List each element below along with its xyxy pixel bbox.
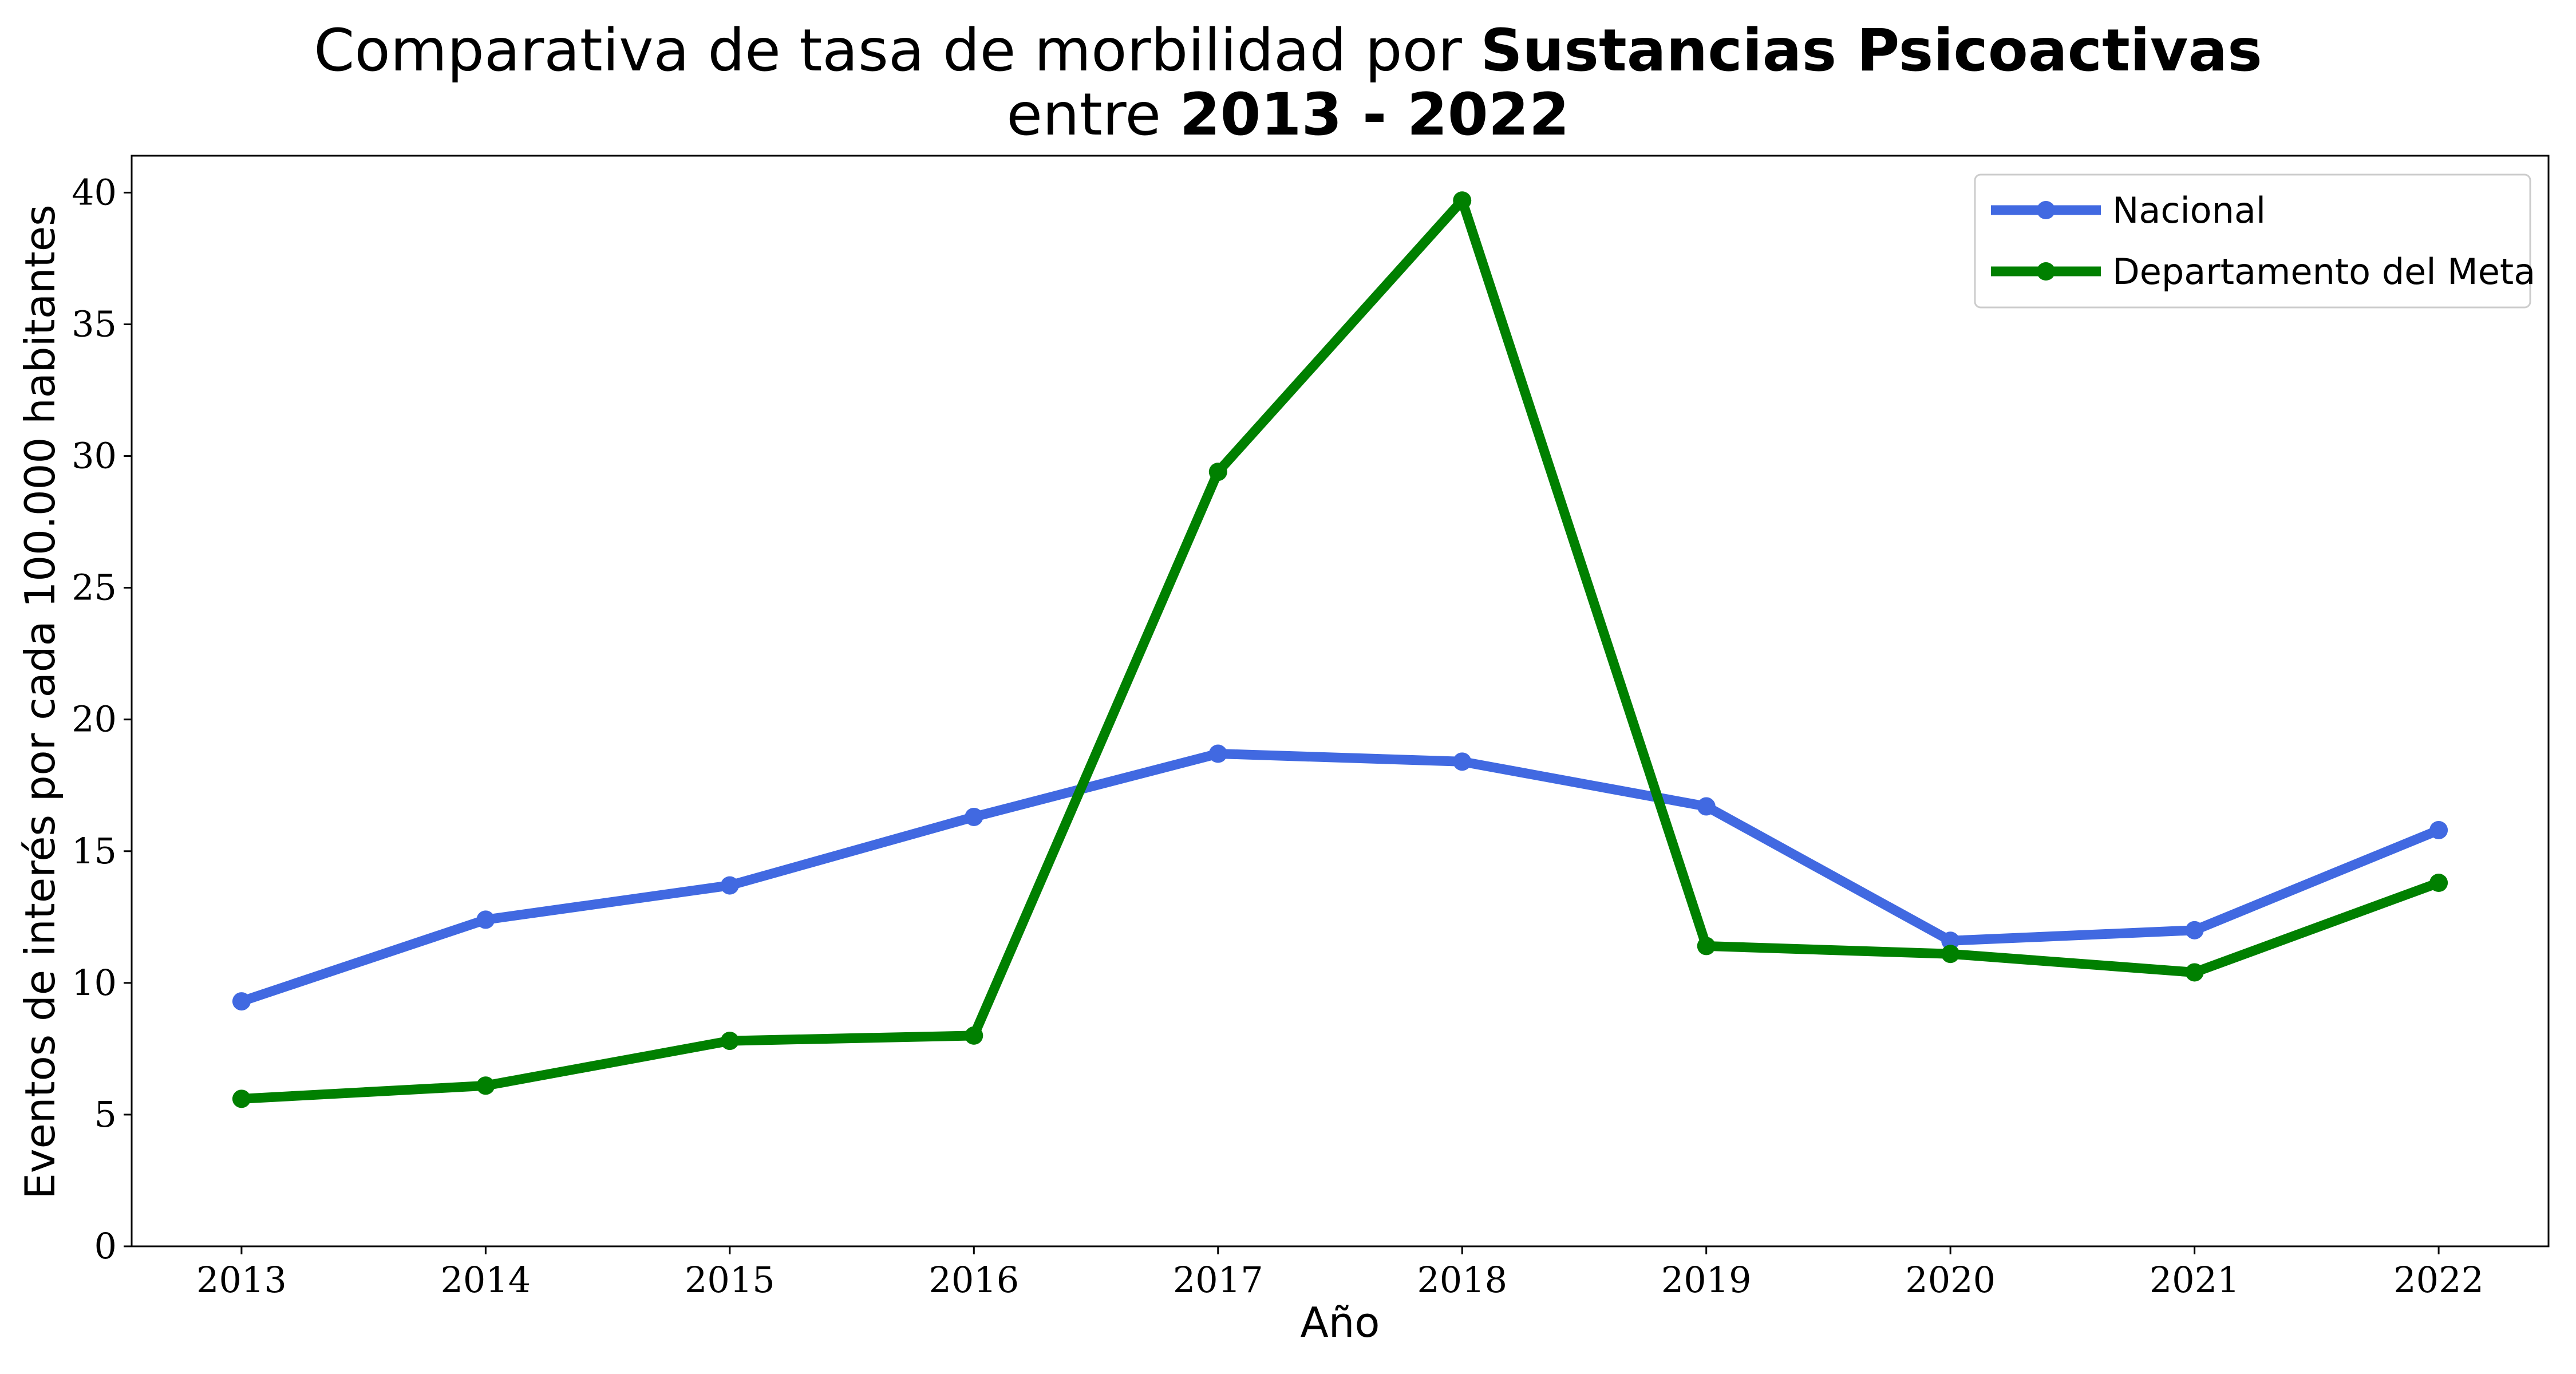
y-tick-label: 35 <box>72 303 117 345</box>
x-tick-label: 2014 <box>440 1259 531 1301</box>
series-line-0 <box>236 749 2444 1006</box>
data-point <box>1941 945 1960 964</box>
y-tick-label: 0 <box>94 1225 117 1267</box>
data-point <box>232 1089 251 1108</box>
data-point <box>1208 744 1227 763</box>
x-tick-label: 2013 <box>196 1259 287 1301</box>
x-axis-label: Año <box>1301 1298 1380 1347</box>
title-bold-text: 2013 - 2022 <box>1179 81 1570 149</box>
legend-label: Departamento del Meta <box>2112 251 2535 293</box>
title-text: Comparativa de tasa de morbilidad por <box>314 17 1481 85</box>
data-point <box>1941 931 1960 950</box>
legend-label: Nacional <box>2112 189 2266 231</box>
x-tick-label: 2017 <box>1173 1259 1263 1301</box>
data-point <box>2429 874 2448 892</box>
data-point <box>1208 463 1227 481</box>
y-axis-label: Eventos de interés por cada 100.000 habi… <box>16 204 64 1199</box>
x-tick-label: 2019 <box>1661 1259 1752 1301</box>
data-point <box>1453 752 1472 771</box>
x-tick-label: 2018 <box>1417 1259 1507 1301</box>
plot-frame <box>131 155 2550 1247</box>
y-tick-label: 25 <box>72 567 117 609</box>
data-point <box>720 876 739 895</box>
y-tick-label: 10 <box>72 962 117 1004</box>
chart-title-line-2: entre 2013 - 2022 <box>0 86 2576 144</box>
title-text: entre <box>1006 81 1180 149</box>
y-tick-label: 20 <box>72 698 117 740</box>
legend-box <box>1974 173 2531 309</box>
data-point <box>965 1026 983 1045</box>
data-point <box>476 1076 495 1095</box>
data-point <box>965 807 983 826</box>
data-point <box>232 992 251 1011</box>
x-tick-label: 2016 <box>929 1259 1019 1301</box>
y-tick-label: 5 <box>94 1093 117 1135</box>
data-point <box>1697 937 1716 956</box>
legend-marker <box>2037 201 2055 219</box>
data-point <box>1697 797 1716 816</box>
title-bold-text: Sustancias Psicoactivas <box>1480 17 2262 85</box>
data-point <box>2185 963 2204 982</box>
data-point <box>2429 820 2448 839</box>
legend-marker <box>2037 262 2055 281</box>
x-tick-label: 2022 <box>2393 1259 2484 1301</box>
y-tick-label: 15 <box>72 830 117 872</box>
data-point <box>2185 921 2204 939</box>
data-point <box>476 910 495 929</box>
x-tick-label: 2015 <box>685 1259 775 1301</box>
x-tick-label: 2021 <box>2150 1259 2240 1301</box>
data-point <box>720 1032 739 1051</box>
data-point <box>1453 191 1472 210</box>
x-tick-label: 2020 <box>1905 1259 1996 1301</box>
y-tick-label: 40 <box>72 171 117 213</box>
series-line-1 <box>236 195 2444 1104</box>
legend: Nacional Departamento del Meta <box>1974 173 2535 309</box>
y-tick-label: 30 <box>72 435 117 477</box>
chart-title-line-1: Comparativa de tasa de morbilidad por Su… <box>0 22 2576 80</box>
